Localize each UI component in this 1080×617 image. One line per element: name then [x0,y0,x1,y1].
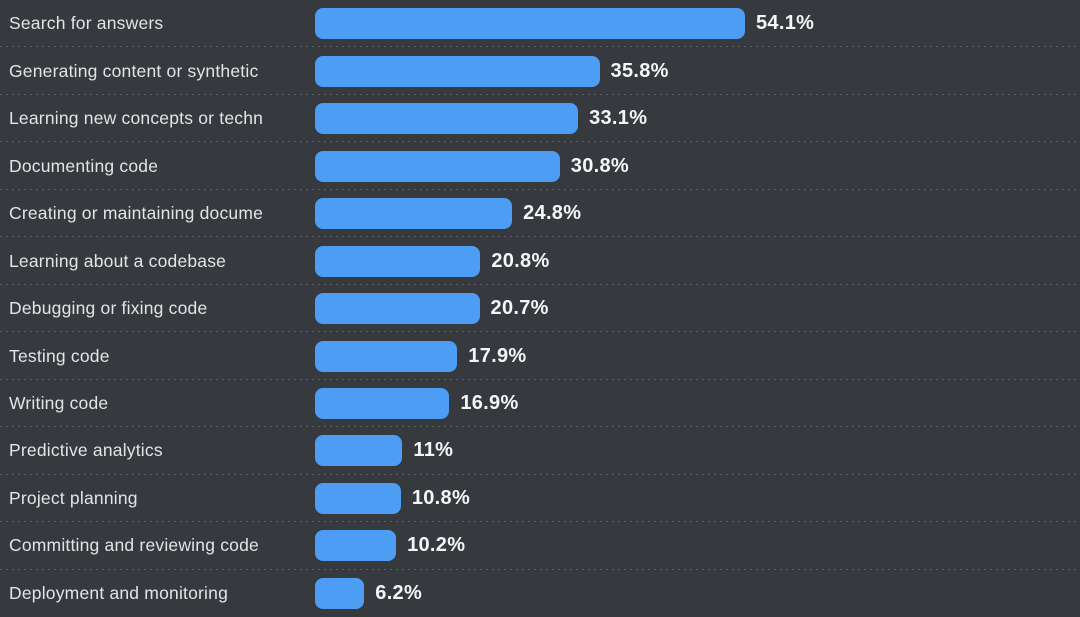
bar-area: 35.8% [315,55,1080,87]
category-label-text: Documenting code [9,155,159,176]
bar [315,245,481,277]
category-label-text: Deployment and monitoring [9,582,229,603]
bar-area: 30.8% [315,150,1080,182]
bar [315,530,397,562]
bar-area: 6.2% [315,577,1080,609]
bar [315,293,480,325]
value-label: 35.8% [610,59,669,82]
bar-area: 17.9% [315,340,1080,372]
value-label: 10.8% [411,486,471,509]
category-label-text: Search for answers [9,13,164,34]
category-label: Testing code [0,345,315,367]
label-fade-overlay [279,392,315,414]
value-label: 11% [413,439,454,462]
category-label: Learning about a codebase [0,250,315,272]
category-label-text: Debugging or fixing code [9,298,208,319]
bar-area: 10.8% [315,482,1080,514]
value-label: 6.2% [375,581,423,604]
chart-row: Documenting code 30.8% [0,142,1080,191]
label-fade-overlay [279,535,315,557]
bar [315,8,745,40]
category-label: Creating or maintaining docume [0,203,315,225]
bar [315,482,401,514]
chart-row: Testing code 17.9% [0,332,1080,381]
category-label: Project planning [0,487,315,509]
value-label: 30.8% [570,154,630,177]
bar-area: 54.1% [315,8,1080,40]
chart-row: Deployment and monitoring 6.2% [0,570,1080,617]
category-label-text: Project planning [9,487,138,508]
category-label-text: Creating or maintaining docume [9,203,264,224]
category-label-text: Committing and reviewing code [9,535,259,556]
bar-area: 20.8% [315,245,1080,277]
chart-row: Learning about a codebase 20.8% [0,237,1080,286]
label-fade-overlay [279,440,315,462]
chart-row: Project planning 10.8% [0,475,1080,523]
bar-area: 20.7% [315,293,1080,325]
category-label: Generating content or synthetic [0,60,315,82]
bar [315,103,579,135]
category-label-text: Generating content or synthetic [9,60,259,81]
chart-row: Predictive analytics 11% [0,427,1080,476]
label-fade-overlay [279,108,315,130]
category-label: Deployment and monitoring [0,582,315,604]
category-label-text: Learning new concepts or techn [9,108,264,129]
category-label: Committing and reviewing code [0,535,315,557]
bar [315,150,560,182]
label-fade-overlay [279,13,315,35]
chart-row: Debugging or fixing code 20.7% [0,285,1080,333]
label-fade-overlay [279,155,315,177]
value-label: 17.9% [468,344,527,367]
chart-row: Generating content or synthetic 35.8% [0,47,1080,96]
value-label: 33.1% [589,107,648,130]
bar-area: 10.2% [315,530,1080,562]
label-fade-overlay [279,250,315,272]
value-label: 16.9% [460,391,519,414]
chart-row: Creating or maintaining docume 24.8% [0,190,1080,238]
bar-area: 24.8% [315,198,1080,230]
bar [315,577,365,609]
value-label: 20.7% [490,297,549,320]
value-label: 24.8% [523,202,582,225]
category-label-text: Testing code [9,345,110,366]
chart-row: Writing code 16.9% [0,380,1080,428]
category-label: Documenting code [0,155,315,177]
bar [315,55,600,87]
label-fade-overlay [279,203,315,225]
value-label: 20.8% [491,249,550,272]
category-label: Predictive analytics [0,440,315,462]
label-fade-overlay [279,60,315,82]
label-fade-overlay [279,345,315,367]
category-label: Writing code [0,392,315,414]
category-label-text: Learning about a codebase [9,250,227,271]
bar [315,435,403,467]
value-label: 10.2% [407,534,466,557]
label-fade-overlay [279,487,315,509]
label-fade-overlay [279,582,315,604]
category-label: Learning new concepts or techn [0,108,315,130]
category-label-text: Predictive analytics [9,440,163,461]
bar-area: 16.9% [315,387,1080,419]
label-fade-overlay [279,298,315,320]
chart-row: Committing and reviewing code 10.2% [0,522,1080,571]
category-label-text: Writing code [9,392,109,413]
category-label: Search for answers [0,13,315,35]
chart-row: Learning new concepts or techn 33.1% [0,95,1080,143]
bar [315,340,458,372]
category-label: Debugging or fixing code [0,298,315,320]
bar [315,387,450,419]
bar-area: 11% [315,435,1080,467]
value-label: 54.1% [756,12,815,35]
bar [315,198,513,230]
chart-row: Search for answers 54.1% [0,0,1080,48]
bar-area: 33.1% [315,103,1080,135]
